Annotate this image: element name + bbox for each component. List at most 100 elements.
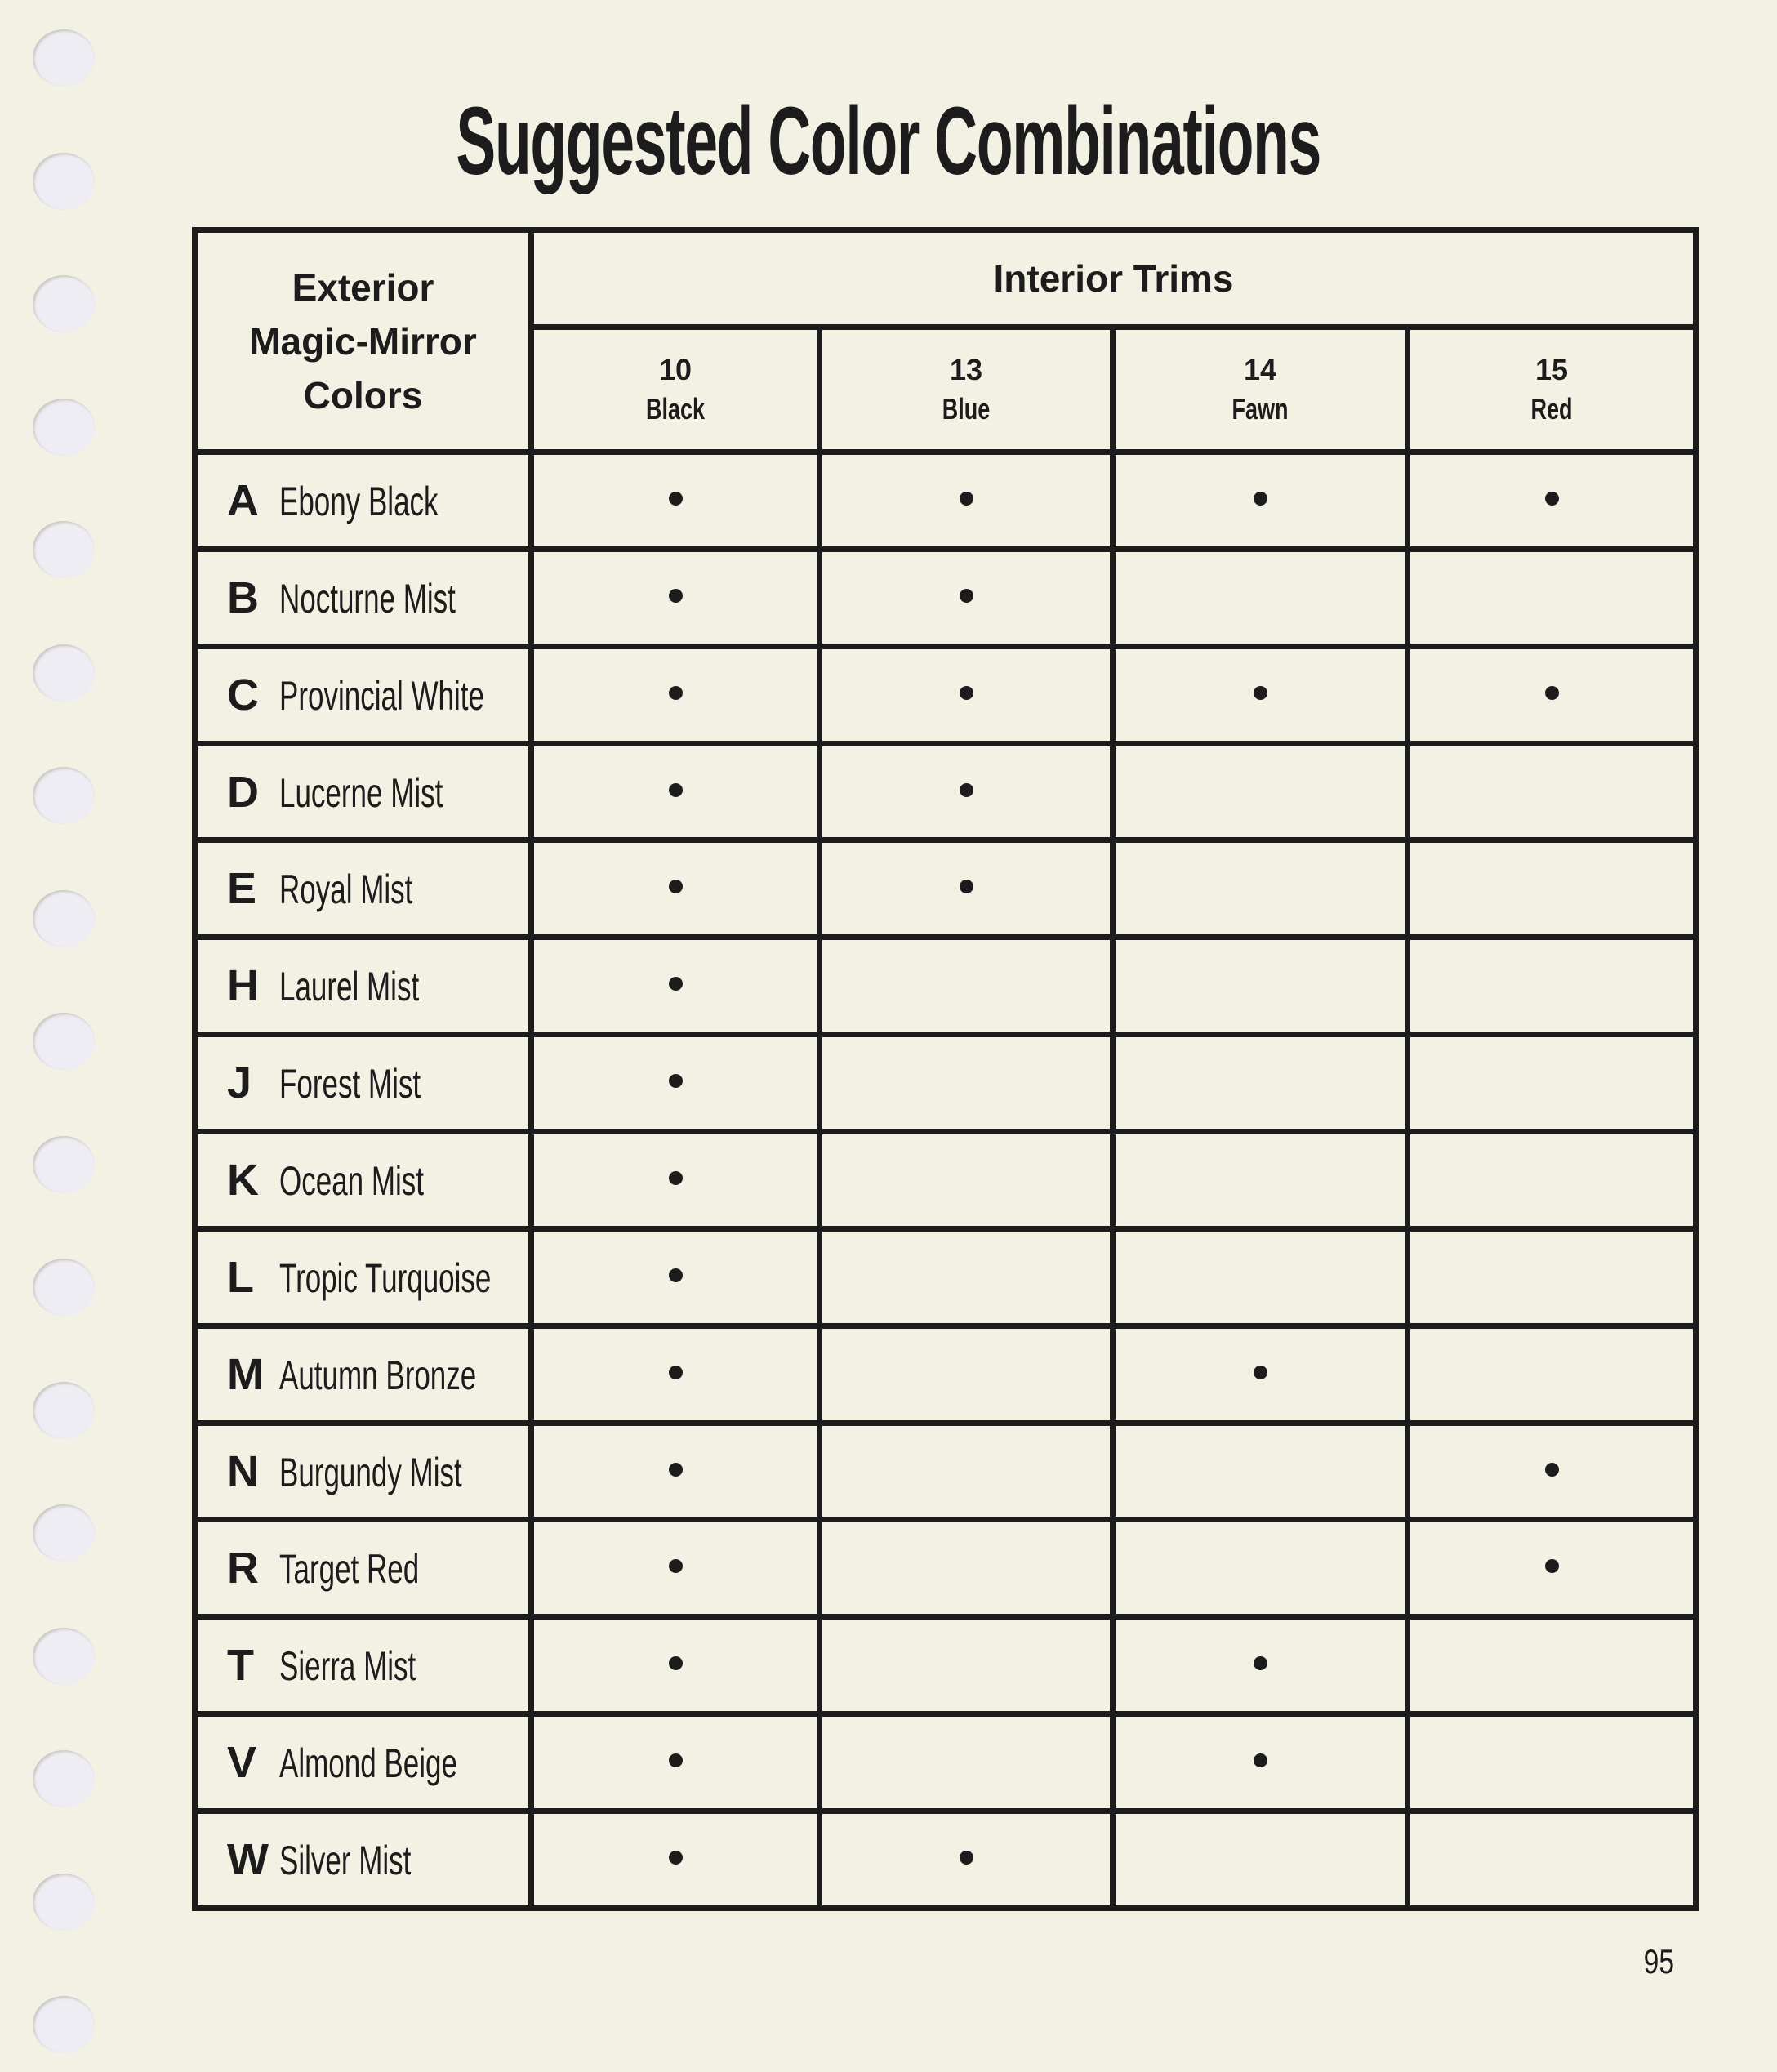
- dot-mark: [668, 1462, 683, 1477]
- trim-code: 10: [658, 353, 693, 386]
- color-letter: T: [227, 1641, 254, 1691]
- combination-cell: [1110, 643, 1410, 746]
- combination-cell: [528, 1711, 822, 1815]
- trim-column-header: 10 Black: [528, 324, 822, 455]
- punch-hole: [33, 1504, 95, 1562]
- combination-cell: [1404, 1614, 1699, 1718]
- exterior-color-cell: A Ebony Black: [192, 449, 534, 552]
- dot-mark: [668, 1365, 683, 1379]
- exterior-color-cell: M Autumn Bronze: [192, 1322, 534, 1426]
- table-row: J Forest Mist: [192, 1032, 1699, 1135]
- punch-hole: [33, 1873, 95, 1931]
- combination-cell: [1110, 1517, 1410, 1620]
- table-row: K Ocean Mist: [192, 1129, 1699, 1232]
- combination-cell: [1110, 1711, 1410, 1815]
- exterior-color-cell: D Lucerne Mist: [192, 740, 534, 844]
- combination-cell: [1110, 934, 1410, 1038]
- color-name: Nocturne Mist: [279, 575, 456, 622]
- exterior-colors-header: Exterior Magic-Mirror Colors: [192, 227, 534, 455]
- exterior-color-cell: V Almond Beige: [192, 1711, 534, 1815]
- color-letter: L: [227, 1252, 254, 1302]
- color-name: Forest Mist: [279, 1061, 421, 1107]
- color-letter: M: [227, 1349, 264, 1399]
- combination-cell: [1404, 1032, 1699, 1135]
- color-name: Burgundy Mist: [279, 1449, 462, 1495]
- trim-name: Blue: [942, 392, 991, 426]
- combination-cell: [817, 1614, 1116, 1718]
- punch-hole: [33, 1135, 95, 1193]
- combination-cell: [817, 934, 1116, 1038]
- combination-cell: [528, 1129, 822, 1232]
- table-row: M Autumn Bronze: [192, 1322, 1699, 1426]
- punch-hole: [33, 1996, 95, 2053]
- color-letter: W: [227, 1835, 269, 1885]
- table-row: D Lucerne Mist: [192, 740, 1699, 844]
- combination-cell: [1404, 1808, 1699, 1911]
- table-row: L Tropic Turquoise: [192, 1225, 1699, 1329]
- combination-cell: [528, 643, 822, 746]
- punch-hole: [33, 275, 95, 332]
- color-name: Laurel Mist: [279, 964, 420, 1010]
- trim-code: 14: [1243, 353, 1277, 386]
- combination-cell: [528, 1517, 822, 1620]
- combination-cell: [817, 449, 1116, 552]
- page-number: 95: [1643, 1942, 1675, 1981]
- color-letter: R: [227, 1544, 259, 1593]
- combination-cell: [1404, 1322, 1699, 1426]
- punch-hole: [33, 29, 95, 87]
- combination-cell: [1404, 837, 1699, 941]
- color-letter: H: [227, 961, 259, 1011]
- dot-mark: [959, 1851, 973, 1865]
- dot-mark: [1544, 1559, 1559, 1574]
- punch-hole: [33, 1259, 95, 1316]
- table-row: N Burgundy Mist: [192, 1419, 1699, 1523]
- trim-name: Black: [645, 392, 706, 426]
- table-row: R Target Red: [192, 1517, 1699, 1620]
- dot-mark: [668, 685, 683, 700]
- color-name: Provincial White: [279, 672, 484, 719]
- exterior-color-cell: B Nocturne Mist: [192, 546, 534, 649]
- combination-cell: [817, 740, 1116, 844]
- color-letter: C: [227, 670, 259, 720]
- dot-mark: [668, 491, 683, 506]
- trim-code: 15: [1534, 353, 1569, 386]
- dot-mark: [959, 588, 973, 603]
- dot-mark: [959, 880, 973, 894]
- combination-cell: [1404, 1517, 1699, 1620]
- exterior-color-cell: T Sierra Mist: [192, 1614, 534, 1718]
- exterior-color-cell: J Forest Mist: [192, 1032, 534, 1135]
- combination-cell: [817, 1517, 1116, 1620]
- combination-cell: [817, 1808, 1116, 1911]
- trim-column-header: 13 Blue: [817, 324, 1116, 455]
- combination-cell: [817, 1129, 1116, 1232]
- dot-mark: [668, 1656, 683, 1671]
- combination-cell: [817, 643, 1116, 746]
- color-letter: E: [227, 864, 257, 914]
- punch-hole: [33, 644, 95, 702]
- dot-mark: [1253, 1365, 1267, 1379]
- exterior-color-cell: H Laurel Mist: [192, 934, 534, 1038]
- dot-mark: [668, 880, 683, 894]
- combination-cell: [1404, 934, 1699, 1038]
- dot-mark: [668, 1268, 683, 1282]
- punch-hole: [33, 1013, 95, 1070]
- table-row: T Sierra Mist: [192, 1614, 1699, 1718]
- color-name: Sierra Mist: [279, 1643, 416, 1690]
- punch-hole: [33, 767, 95, 824]
- exterior-color-cell: L Tropic Turquoise: [192, 1225, 534, 1329]
- combination-cell: [528, 1808, 822, 1911]
- trim-name: Fawn: [1231, 392, 1289, 426]
- exterior-color-cell: E Royal Mist: [192, 837, 534, 941]
- punch-hole: [33, 398, 95, 456]
- table-row: E Royal Mist: [192, 837, 1699, 941]
- combination-cell: [528, 934, 822, 1038]
- color-letter: B: [227, 573, 259, 622]
- combination-cell: [528, 449, 822, 552]
- combination-cell: [817, 546, 1116, 649]
- table-row: V Almond Beige: [192, 1711, 1699, 1815]
- dot-mark: [959, 685, 973, 700]
- trim-code: 13: [949, 353, 983, 386]
- combination-cell: [1110, 837, 1410, 941]
- dot-mark: [1544, 685, 1559, 700]
- combination-cell: [1110, 1614, 1410, 1718]
